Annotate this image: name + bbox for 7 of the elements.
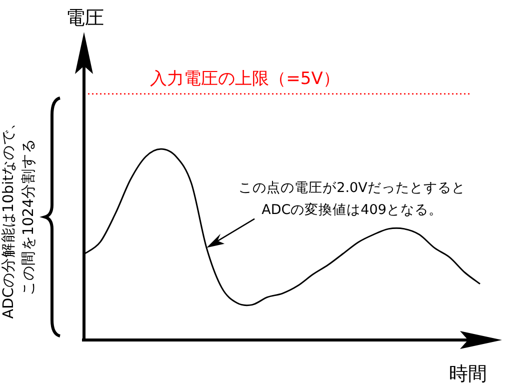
annotation: この点の電圧が2.0Vだったとすると <box>238 180 466 196</box>
text: 入力電圧の上限（=5V） <box>150 68 340 89</box>
annotation: ADCの変換値は409となる。 <box>262 202 442 218</box>
x-axis-title: 時間 <box>449 363 487 385</box>
text: 電圧 <box>66 7 104 29</box>
text: ADCの分解能は10bitなので、 <box>0 115 17 319</box>
text: この間を1024分割する <box>20 138 37 296</box>
